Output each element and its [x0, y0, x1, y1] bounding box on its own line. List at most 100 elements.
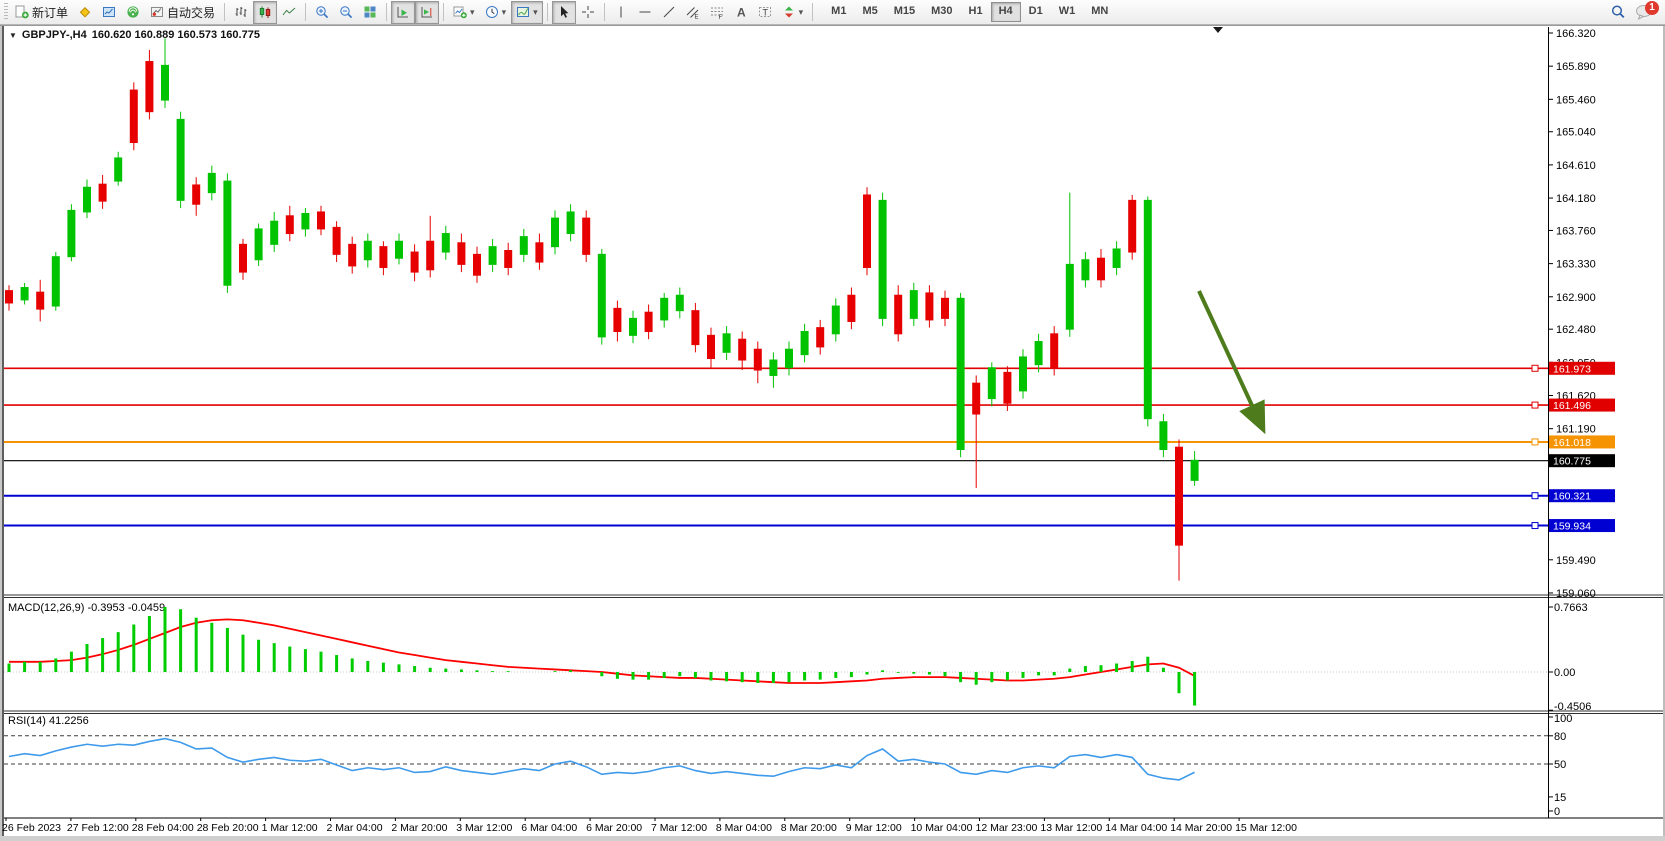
vertical-line-tool[interactable]: [609, 1, 633, 24]
timeframe-group: M1 M5 M15 M30 H1 H4 D1 W1 MN: [823, 2, 1116, 22]
rsi-line: [8, 737, 1195, 781]
svg-text:159.060: 159.060: [1556, 588, 1596, 600]
period-dropdown[interactable]: ▾: [480, 1, 512, 24]
svg-text:1 Mar 12:00: 1 Mar 12:00: [262, 822, 318, 834]
svg-text:0: 0: [1554, 806, 1560, 818]
timeframe-button-h4[interactable]: H4: [990, 2, 1021, 22]
toolbar-grip[interactable]: [4, 3, 8, 21]
price-label-159.934: [1549, 519, 1615, 533]
svg-text:162.900: 162.900: [1556, 292, 1596, 304]
timeframe-button-m15[interactable]: M15: [893, 5, 916, 17]
timeframe-button-m1[interactable]: M1: [831, 5, 847, 17]
template-dropdown[interactable]: ▾: [511, 0, 543, 24]
trendline-tool[interactable]: [657, 1, 681, 24]
svg-text:A: A: [737, 6, 746, 20]
svg-text:12 Mar 23:00: 12 Mar 23:00: [976, 822, 1038, 834]
cursor-icon: [557, 5, 571, 19]
candlestick-chart-icon: [258, 5, 272, 19]
tile-windows-button[interactable]: [358, 1, 382, 24]
svg-text:28 Feb 20:00: 28 Feb 20:00: [197, 822, 259, 834]
svg-text:13 Mar 12:00: 13 Mar 12:00: [1040, 822, 1102, 834]
svg-text:50: 50: [1554, 759, 1566, 771]
svg-text:8 Mar 20:00: 8 Mar 20:00: [781, 822, 837, 834]
svg-text:164.610: 164.610: [1556, 160, 1596, 172]
fibonacci-tool[interactable]: F: [705, 1, 729, 24]
trend-arrow-annotation[interactable]: [1197, 290, 1266, 435]
line-chart-button[interactable]: [277, 1, 301, 24]
market-window-button[interactable]: [97, 1, 121, 24]
horizontal-line-tool[interactable]: [633, 1, 657, 24]
autotrading-button[interactable]: 自动交易: [145, 1, 220, 24]
chevron-down-icon: ▾: [798, 6, 804, 17]
horizontal-line-icon: [638, 5, 652, 19]
new-order-button[interactable]: 新订单: [10, 1, 73, 24]
toolbar-separator: [386, 3, 388, 21]
timeframe-button-h1[interactable]: H1: [968, 5, 983, 17]
svg-text:80: 80: [1554, 731, 1566, 743]
text-tool[interactable]: A: [729, 1, 753, 24]
svg-text:T: T: [762, 8, 768, 18]
tile-windows-icon: [363, 5, 377, 19]
time-axis[interactable]: 26 Feb 2023 27 Feb 12:00 28 Feb 04:00 28 Fe…: [2, 818, 1297, 834]
svg-text:27 Feb 12:00: 27 Feb 12:00: [67, 822, 129, 834]
svg-text:160.775: 160.775: [1553, 456, 1591, 468]
toolbar-separator: [812, 3, 814, 21]
pane-separators: [4, 27, 1663, 819]
arrows-dropdown[interactable]: ▾: [777, 1, 809, 24]
text-label-icon: T: [758, 5, 772, 19]
timeframe-button-d1[interactable]: D1: [1028, 5, 1043, 17]
timeframe-button-mn[interactable]: MN: [1091, 5, 1109, 17]
history-center-button[interactable]: [73, 1, 97, 24]
search-icon[interactable]: [1611, 5, 1625, 19]
chart-shift-button[interactable]: [415, 0, 440, 24]
svg-text:163.330: 163.330: [1556, 259, 1596, 271]
channel-icon: E: [686, 5, 700, 19]
macd-label: MACD(12,26,9) -0.3953 -0.0459: [8, 602, 165, 614]
timeframe-button-w1[interactable]: W1: [1058, 5, 1076, 17]
price-label-161.496: [1549, 398, 1615, 412]
chevron-down-icon: ▾: [533, 6, 538, 17]
crosshair-icon: [581, 5, 595, 19]
text-label-tool[interactable]: T: [753, 1, 777, 24]
chart-dropdown-icon[interactable]: ▼: [9, 30, 17, 40]
crosshair-button[interactable]: [576, 1, 600, 24]
svg-text:6 Mar 20:00: 6 Mar 20:00: [586, 822, 642, 834]
chevron-down-icon: ▾: [501, 6, 507, 17]
svg-text:161.018: 161.018: [1553, 437, 1591, 449]
svg-text:F: F: [718, 15, 722, 19]
cursor-button[interactable]: [551, 0, 576, 24]
equidistant-channel-tool[interactable]: E: [681, 1, 705, 24]
price-label-160.775: [1549, 454, 1615, 468]
auto-scroll-button[interactable]: [391, 0, 416, 24]
notification-badge: 1: [1645, 1, 1659, 15]
zoom-in-button[interactable]: [310, 1, 334, 24]
svg-text:159.934: 159.934: [1553, 521, 1591, 533]
signals-icon: [126, 5, 140, 19]
price-label-161.018: [1549, 435, 1615, 449]
autotrading-label: 自动交易: [167, 5, 216, 20]
bar-chart-button[interactable]: [229, 1, 253, 24]
svg-text:159.490: 159.490: [1556, 555, 1596, 567]
zoom-out-button[interactable]: [334, 1, 358, 24]
rsi-label: RSI(14) 41.2256: [8, 715, 89, 727]
toolbar-separator: [224, 3, 226, 21]
notifications-icon[interactable]: 1: [1635, 1, 1659, 20]
svg-text:165.890: 165.890: [1556, 61, 1596, 73]
svg-text:3 Mar 12:00: 3 Mar 12:00: [456, 822, 512, 834]
candlestick-chart-button[interactable]: [253, 0, 278, 24]
new-chart-dropdown[interactable]: ▾: [448, 1, 480, 24]
rsi-pane[interactable]: 100 80 50 15 0 RSI(14) 41.2256: [4, 713, 1572, 818]
signals-button[interactable]: [121, 1, 145, 24]
svg-text:165.460: 165.460: [1556, 94, 1596, 106]
svg-text:0.00: 0.00: [1554, 667, 1575, 679]
svg-text:2 Mar 04:00: 2 Mar 04:00: [327, 822, 383, 834]
timeframe-button-m5[interactable]: M5: [862, 5, 878, 17]
timeframe-button-m30[interactable]: M30: [931, 5, 953, 17]
toolbar-separator: [443, 3, 445, 21]
svg-text:161.973: 161.973: [1553, 363, 1591, 375]
svg-text:161.496: 161.496: [1553, 400, 1591, 412]
svg-text:161.190: 161.190: [1556, 424, 1596, 436]
toolbar: 新订单 自动交易 ▾ ▾: [0, 0, 1665, 25]
chart-canvas[interactable]: 166.320 165.890 165.460 165.040 164.610 164.1…: [0, 25, 1665, 841]
price-label-160.321: [1549, 489, 1615, 503]
